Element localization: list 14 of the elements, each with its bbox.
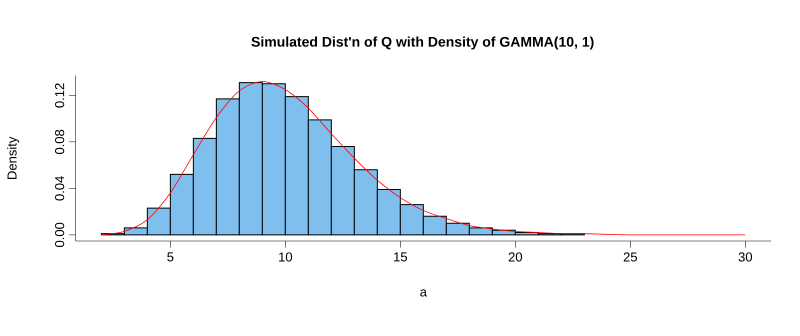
y-tick-label: 0.12 [55, 83, 64, 108]
x-tick-label: 15 [394, 252, 408, 262]
x-tick-label: 20 [508, 252, 522, 262]
y-tick-label: 0.08 [55, 130, 64, 154]
x-axis-title: a [420, 289, 427, 297]
x-tick-label: 25 [624, 252, 638, 262]
x-tick-label: 10 [279, 252, 292, 262]
chart-title: Simulated Dist'n of Q with Density of GAMMA(10, 1) [251, 36, 594, 50]
y-tick-label: 0.00 [55, 222, 64, 247]
line-series [100, 81, 746, 236]
y-axis-title: Density [7, 136, 20, 179]
x-tick-label: 5 [167, 252, 174, 262]
x-tick-label: 30 [738, 252, 752, 262]
y-tick-label: 0.04 [55, 176, 64, 201]
